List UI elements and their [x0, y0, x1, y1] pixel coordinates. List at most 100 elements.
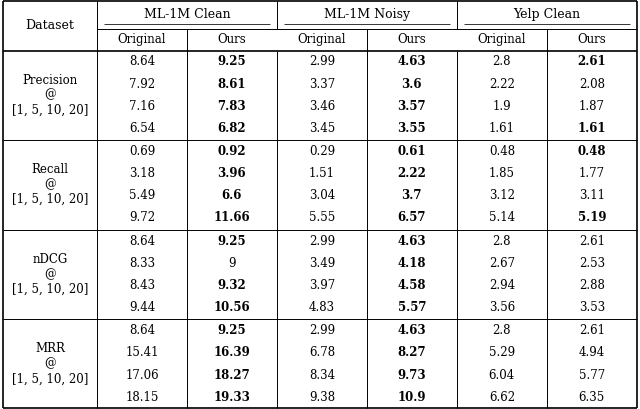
Text: 8.34: 8.34 — [309, 369, 335, 382]
Text: 0.92: 0.92 — [218, 145, 246, 158]
Text: 19.33: 19.33 — [214, 391, 250, 404]
Text: 15.41: 15.41 — [125, 346, 159, 360]
Text: 8.64: 8.64 — [129, 324, 155, 337]
Text: 1.85: 1.85 — [489, 167, 515, 180]
Text: Original: Original — [118, 33, 166, 46]
Text: 9.44: 9.44 — [129, 301, 155, 314]
Text: 6.04: 6.04 — [489, 369, 515, 382]
Text: 4.63: 4.63 — [397, 56, 426, 68]
Text: 8.64: 8.64 — [129, 56, 155, 68]
Text: 1.77: 1.77 — [579, 167, 605, 180]
Text: 6.54: 6.54 — [129, 122, 155, 135]
Text: 2.8: 2.8 — [493, 324, 511, 337]
Text: 5.55: 5.55 — [308, 211, 335, 225]
Text: 17.06: 17.06 — [125, 369, 159, 382]
Text: Ours: Ours — [397, 33, 426, 46]
Text: 3.57: 3.57 — [397, 100, 426, 112]
Text: 2.61: 2.61 — [579, 235, 605, 248]
Text: 8.61: 8.61 — [218, 78, 246, 90]
Text: 9.25: 9.25 — [218, 235, 246, 248]
Text: 18.15: 18.15 — [125, 391, 159, 404]
Text: Dataset: Dataset — [26, 19, 74, 32]
Text: 3.7: 3.7 — [402, 189, 422, 202]
Text: 3.56: 3.56 — [489, 301, 515, 314]
Text: 5.57: 5.57 — [397, 301, 426, 314]
Text: 3.6: 3.6 — [402, 78, 422, 90]
Text: Ours: Ours — [218, 33, 246, 46]
Text: 4.63: 4.63 — [397, 235, 426, 248]
Text: Ours: Ours — [577, 33, 606, 46]
Text: 16.39: 16.39 — [214, 346, 250, 360]
Text: 3.04: 3.04 — [308, 189, 335, 202]
Text: 4.94: 4.94 — [579, 346, 605, 360]
Text: 4.83: 4.83 — [309, 301, 335, 314]
Text: 9.38: 9.38 — [309, 391, 335, 404]
Text: Original: Original — [298, 33, 346, 46]
Text: 5.19: 5.19 — [577, 211, 606, 225]
Text: 2.08: 2.08 — [579, 78, 605, 90]
Text: 2.61: 2.61 — [579, 324, 605, 337]
Text: 3.55: 3.55 — [397, 122, 426, 135]
Text: 2.22: 2.22 — [397, 167, 426, 180]
Text: 0.61: 0.61 — [397, 145, 426, 158]
Text: 3.12: 3.12 — [489, 189, 515, 202]
Text: 5.29: 5.29 — [489, 346, 515, 360]
Text: 6.62: 6.62 — [489, 391, 515, 404]
Text: 8.64: 8.64 — [129, 235, 155, 248]
Text: 9.25: 9.25 — [218, 56, 246, 68]
Text: 9: 9 — [228, 257, 236, 270]
Text: 2.88: 2.88 — [579, 279, 605, 292]
Text: 2.99: 2.99 — [309, 56, 335, 68]
Text: 0.29: 0.29 — [309, 145, 335, 158]
Text: nDCG
@
[1, 5, 10, 20]: nDCG @ [1, 5, 10, 20] — [12, 253, 88, 296]
Text: 11.66: 11.66 — [214, 211, 250, 225]
Text: 3.46: 3.46 — [308, 100, 335, 112]
Text: Yelp Clean: Yelp Clean — [513, 8, 580, 21]
Text: 3.49: 3.49 — [308, 257, 335, 270]
Text: 6.82: 6.82 — [218, 122, 246, 135]
Text: 1.9: 1.9 — [493, 100, 511, 112]
Text: 10.56: 10.56 — [214, 301, 250, 314]
Text: 2.67: 2.67 — [489, 257, 515, 270]
Text: 3.11: 3.11 — [579, 189, 605, 202]
Text: 9.25: 9.25 — [218, 324, 246, 337]
Text: 1.51: 1.51 — [309, 167, 335, 180]
Text: 0.69: 0.69 — [129, 145, 155, 158]
Text: Precision
@
[1, 5, 10, 20]: Precision @ [1, 5, 10, 20] — [12, 74, 88, 117]
Text: 5.49: 5.49 — [129, 189, 155, 202]
Text: 3.18: 3.18 — [129, 167, 155, 180]
Text: 9.73: 9.73 — [397, 369, 426, 382]
Text: 2.61: 2.61 — [577, 56, 606, 68]
Text: 0.48: 0.48 — [577, 145, 606, 158]
Text: 6.6: 6.6 — [221, 189, 242, 202]
Text: 3.96: 3.96 — [218, 167, 246, 180]
Text: 6.57: 6.57 — [397, 211, 426, 225]
Text: 1.87: 1.87 — [579, 100, 605, 112]
Text: Original: Original — [477, 33, 526, 46]
Text: 8.33: 8.33 — [129, 257, 155, 270]
Text: 2.94: 2.94 — [489, 279, 515, 292]
Text: 9.32: 9.32 — [218, 279, 246, 292]
Text: 10.9: 10.9 — [397, 391, 426, 404]
Text: 4.18: 4.18 — [397, 257, 426, 270]
Text: 8.27: 8.27 — [397, 346, 426, 360]
Text: 1.61: 1.61 — [577, 122, 606, 135]
Text: 6.78: 6.78 — [309, 346, 335, 360]
Text: Recall
@
[1, 5, 10, 20]: Recall @ [1, 5, 10, 20] — [12, 163, 88, 206]
Text: 4.58: 4.58 — [397, 279, 426, 292]
Text: ML-1M Clean: ML-1M Clean — [143, 8, 230, 21]
Text: 2.53: 2.53 — [579, 257, 605, 270]
Text: 3.97: 3.97 — [308, 279, 335, 292]
Text: 0.48: 0.48 — [489, 145, 515, 158]
Text: 1.61: 1.61 — [489, 122, 515, 135]
Text: 3.45: 3.45 — [308, 122, 335, 135]
Text: 5.14: 5.14 — [489, 211, 515, 225]
Text: 7.16: 7.16 — [129, 100, 155, 112]
Text: 3.37: 3.37 — [308, 78, 335, 90]
Text: 2.8: 2.8 — [493, 235, 511, 248]
Text: 6.35: 6.35 — [579, 391, 605, 404]
Text: 3.53: 3.53 — [579, 301, 605, 314]
Text: 2.8: 2.8 — [493, 56, 511, 68]
Text: 8.43: 8.43 — [129, 279, 155, 292]
Text: 4.63: 4.63 — [397, 324, 426, 337]
